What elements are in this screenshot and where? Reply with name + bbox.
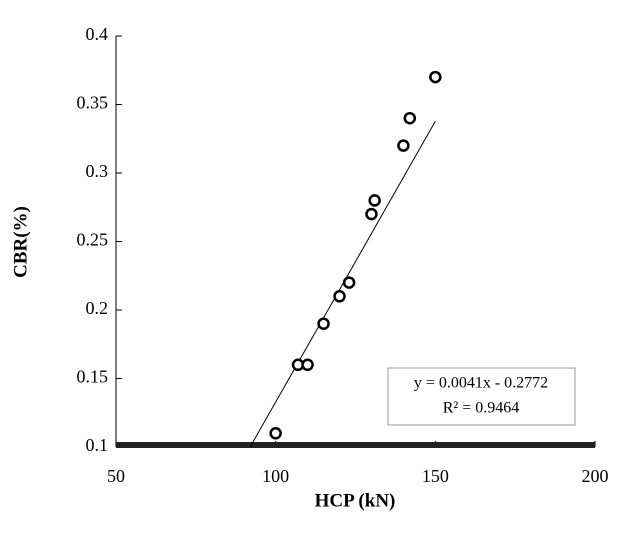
point: [368, 194, 381, 207]
trend-equation: y = 0.0041x - 0.2772: [414, 375, 548, 392]
x-tick-label: 100: [262, 466, 289, 486]
y-tick-label: 0.1: [86, 435, 109, 455]
x-tick-label: 150: [422, 466, 449, 486]
point: [317, 317, 330, 330]
x-tick-label: 50: [107, 466, 125, 486]
y-tick-label: 0.2: [86, 298, 109, 318]
point: [403, 111, 417, 125]
point: [365, 207, 378, 221]
point: [333, 290, 346, 303]
y-tick-label: 0.15: [77, 367, 109, 387]
x-tick-label: 200: [582, 466, 609, 486]
point: [301, 358, 314, 372]
y-tick-label: 0.3: [86, 161, 109, 181]
point: [397, 139, 410, 152]
y-tick-label: 0.4: [86, 24, 109, 44]
equation-box: [387, 367, 576, 426]
x-axis-label: HCP (kN): [315, 490, 396, 511]
point: [269, 427, 282, 440]
point: [429, 70, 442, 84]
y-tick-label: 0.35: [77, 93, 109, 113]
r-squared: R² = 0.9464: [443, 400, 520, 417]
y-axis-label: CBR(%): [10, 206, 31, 278]
trendline: [249, 120, 436, 448]
y-tick-label: 0.25: [77, 230, 109, 250]
point: [342, 276, 356, 289]
